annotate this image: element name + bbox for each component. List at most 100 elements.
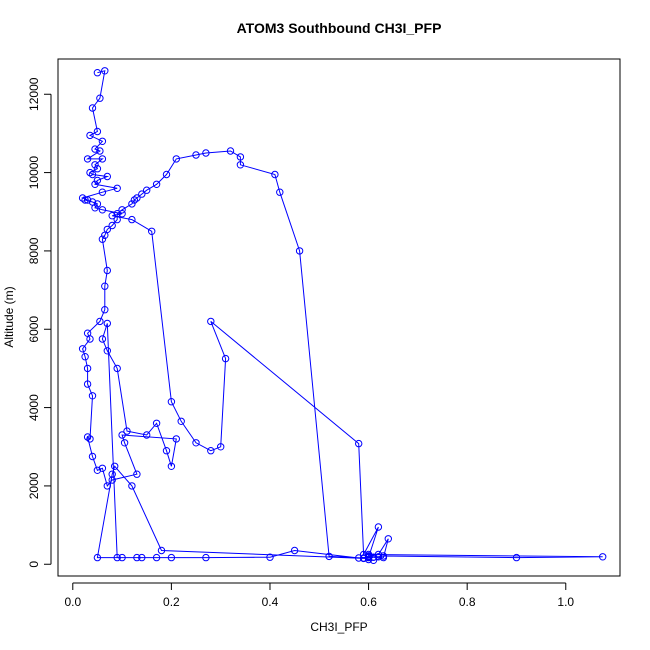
data-point [152,553,161,562]
data-point [83,433,92,441]
y-tick-label: 0 [27,561,41,568]
x-tick-label: 0.8 [459,595,476,609]
data-point [123,427,131,435]
data-point [93,553,102,562]
data-point [98,335,107,343]
data-point [88,392,97,400]
data-point [133,194,141,202]
data-point [93,466,102,474]
data-point [108,212,116,220]
data-point [93,69,102,77]
data-point [152,180,161,189]
data-point [86,435,94,443]
data-point [93,200,102,208]
data-point [78,194,87,202]
data-point [290,546,299,555]
data-point [157,546,166,555]
data-point [148,227,156,236]
data-point [98,235,107,243]
data-point [103,266,112,275]
data-point [192,439,200,447]
data-point [133,553,141,562]
data-point [93,165,102,173]
data-point [91,145,99,153]
data-point [103,482,112,490]
data-point [81,196,89,204]
y-tick-label: 12000 [27,77,41,111]
data-point [384,535,392,543]
data-point [108,221,116,230]
data-point [138,553,146,562]
data-point [81,353,89,361]
x-tick-label: 0.6 [360,595,377,609]
chart-title: ATOM3 Southbound CH3I_PFP [237,20,442,36]
y-tick-label: 4000 [27,394,41,421]
data-point [374,523,383,531]
y-tick-label: 10000 [27,156,41,190]
data-point [113,364,121,373]
data-point [271,170,279,179]
x-tick-label: 0.0 [64,595,81,609]
data-point [192,151,200,159]
data-point [355,439,363,448]
data-point [162,170,171,179]
y-tick-label: 6000 [27,316,41,343]
data-point [355,554,363,562]
data-point [91,180,99,189]
data-point [512,553,521,562]
data-point [276,188,284,196]
data-point [128,482,136,490]
data-point [325,552,333,561]
data-point [98,137,107,146]
data-point [113,553,121,562]
data-point [133,470,141,478]
data-point [172,155,181,163]
data-point [98,188,107,196]
series-lines [81,70,603,561]
data-point [91,161,99,169]
data-point [379,552,388,560]
data-point [143,431,151,439]
data-point [266,553,274,561]
x-tick-label: 0.2 [163,595,180,609]
data-point [226,147,235,155]
data-point [167,398,176,406]
data-point [103,347,112,355]
data-point [236,153,245,161]
data-point [172,435,181,443]
data-point [120,439,129,447]
data-point [130,196,139,204]
series-points [78,67,607,564]
data-point [108,470,116,478]
data-point [78,345,87,353]
x-axis: 0.0 0.2 0.4 0.6 0.8 1.0 [64,582,574,609]
data-point [113,210,121,218]
data-point [369,553,378,561]
data-point [167,462,176,470]
data-point [236,161,245,169]
data-point [138,190,146,198]
data-point [599,553,607,561]
x-tick-label: 1.0 [557,595,574,609]
data-point [364,553,373,562]
data-point [103,225,112,234]
data-point [374,553,383,561]
data-point [96,94,104,102]
data-point [113,184,121,193]
data-point [152,419,161,427]
data-point [101,306,109,314]
data-point [103,172,112,181]
data-point [83,329,92,337]
data-point [101,67,109,75]
data-point [202,149,210,157]
data-point [202,553,210,562]
y-tick-label: 2000 [27,472,41,499]
data-point [111,462,119,470]
data-point [98,206,107,214]
data-point [128,200,136,208]
y-tick-label: 8000 [27,237,41,264]
data-point [103,319,112,328]
data-point [88,170,97,179]
data-point [83,196,92,204]
